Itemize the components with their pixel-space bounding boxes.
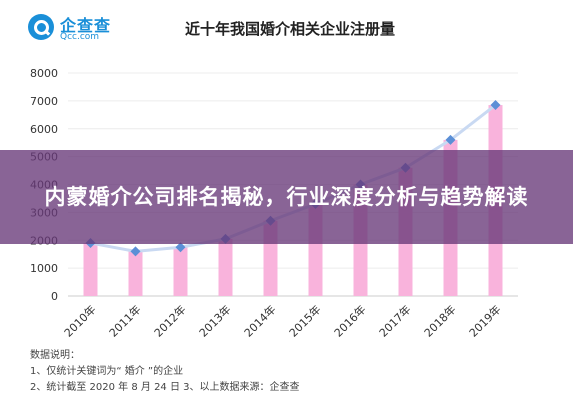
data-point-marker [175, 242, 186, 253]
headline-banner: 内蒙婚介公司排名揭秘，行业深度分析与趋势解读 [0, 150, 573, 244]
x-tick-label: 2019年 [466, 302, 503, 339]
data-point-marker [445, 134, 456, 145]
brand-url: Qcc.com [60, 32, 100, 42]
x-tick-label: 2017年 [376, 302, 413, 339]
search-magnifier-icon [28, 14, 54, 40]
x-tick-label: 2016年 [331, 302, 368, 339]
x-tick-label: 2012年 [151, 302, 188, 339]
y-tick-label: 1000 [30, 262, 58, 275]
headline-text: 内蒙婚介公司排名揭秘，行业深度分析与趋势解读 [44, 184, 529, 209]
chart-title: 近十年我国婚介相关企业注册量 [184, 20, 395, 38]
x-tick-label: 2018年 [421, 302, 458, 339]
data-notes: 数据说明： 1、仅统计关键词为“ 婚介 ”的企业 2、统计截至 2020 年 8… [30, 348, 550, 396]
data-point-marker [130, 246, 141, 257]
x-tick-label: 2015年 [286, 302, 323, 339]
data-point-marker [490, 100, 501, 111]
x-tick-label: 2013年 [196, 302, 233, 339]
y-tick-label: 7000 [30, 95, 58, 108]
x-tick-label: 2014年 [241, 302, 278, 339]
brand-name: 企查查 [60, 16, 112, 35]
bar [128, 251, 143, 296]
bar [218, 238, 233, 296]
brand-logo: 企查查 Qcc.com [28, 12, 148, 46]
x-tick-label: 2010年 [61, 302, 98, 339]
bar [83, 243, 98, 296]
notes-line-2: 2、统计截至 2020 年 8 月 24 日 3、以上数据来源：企查查 [30, 382, 300, 393]
y-tick-label: 8000 [30, 67, 58, 80]
bar [173, 247, 188, 296]
notes-line-1: 1、仅统计关键词为“ 婚介 ”的企业 [30, 366, 184, 377]
x-tick-label: 2011年 [106, 302, 143, 339]
y-tick-label: 6000 [30, 123, 58, 136]
notes-heading: 数据说明： [30, 350, 80, 361]
y-tick-label: 0 [51, 290, 58, 303]
